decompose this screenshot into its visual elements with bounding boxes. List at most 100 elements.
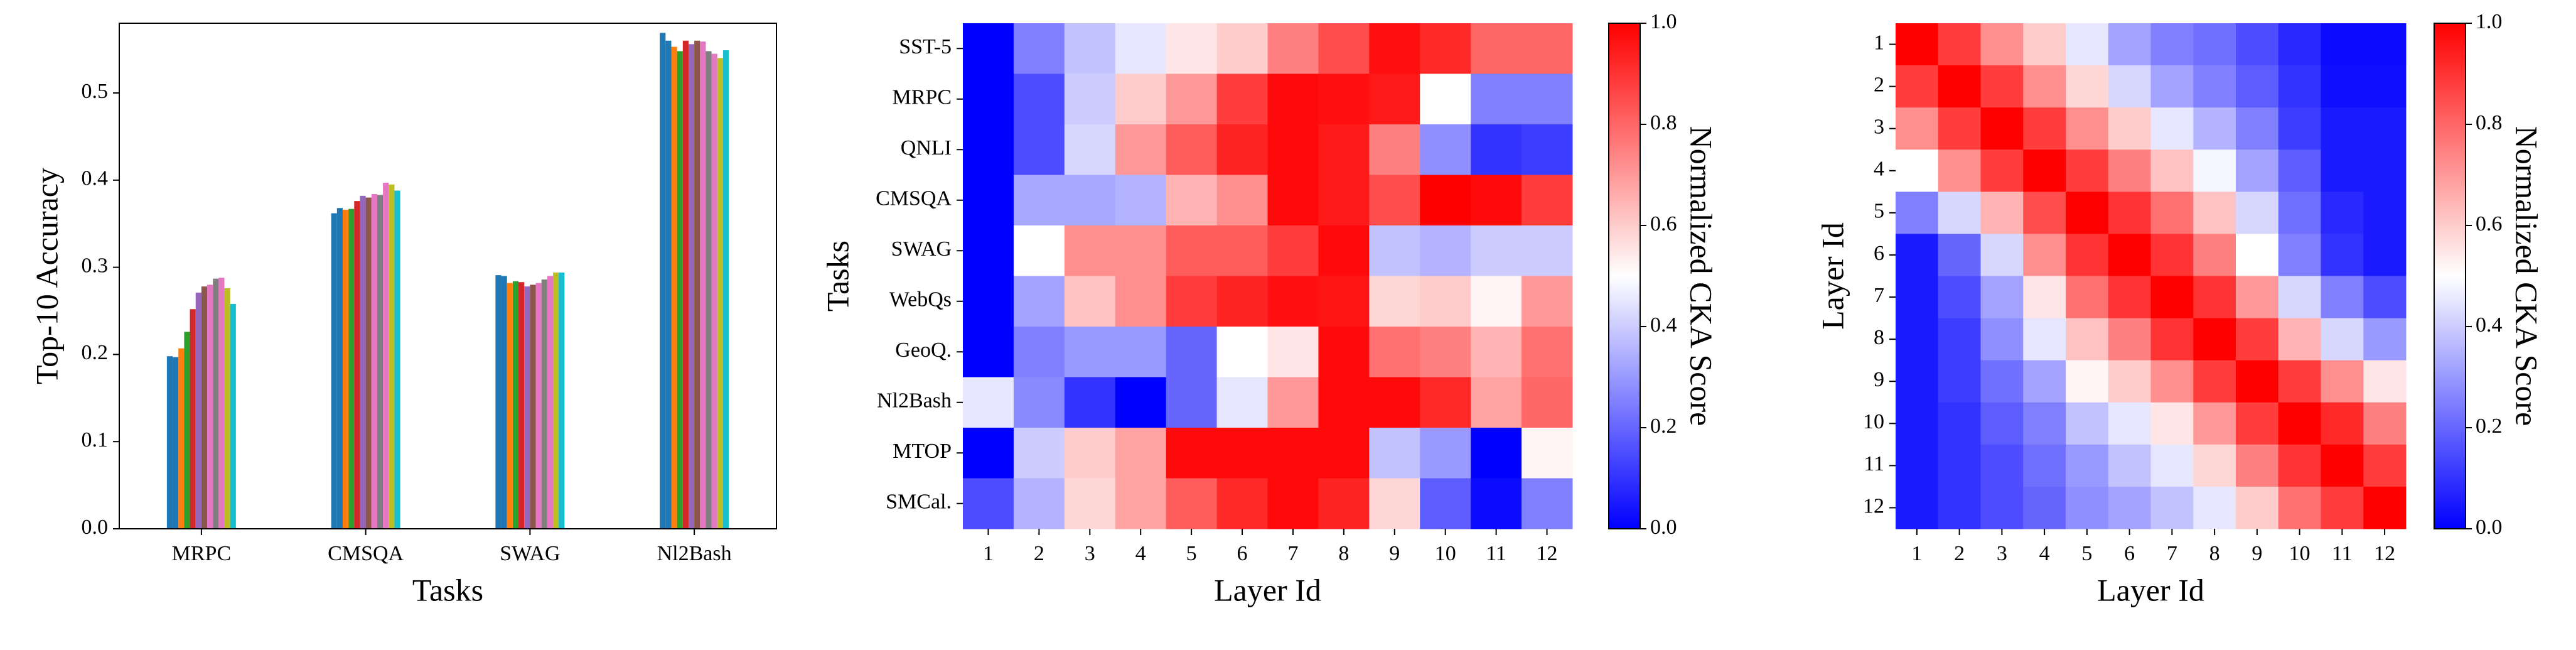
heatmap-cell xyxy=(1471,327,1522,377)
x-tick-label: 2 xyxy=(1034,542,1044,565)
heatmap-cell xyxy=(1166,225,1218,276)
heatmap-cell xyxy=(1938,486,1981,529)
heatmap-cell xyxy=(1938,360,1981,403)
heatmap-cell xyxy=(2278,276,2321,319)
bar xyxy=(553,272,559,529)
heatmap-cell xyxy=(1896,276,1939,319)
heatmap-cell xyxy=(1115,377,1167,428)
heatmap-cell xyxy=(1166,175,1218,226)
bar xyxy=(342,210,349,529)
heatmap-cell xyxy=(2108,402,2151,445)
heatmap-cell xyxy=(1420,478,1471,529)
heatmap-cell xyxy=(1013,428,1065,479)
heatmap-cell xyxy=(1064,327,1116,377)
heatmap-cell xyxy=(963,73,1014,125)
bar xyxy=(722,50,729,529)
heatmap-cell xyxy=(2363,107,2407,150)
heatmap-cell xyxy=(1896,23,1939,66)
colorbar xyxy=(1608,23,1641,529)
x-tick-label: 4 xyxy=(2039,542,2050,565)
bar xyxy=(677,51,683,529)
heatmap-cell xyxy=(1980,486,2024,529)
heatmap-cell xyxy=(1115,124,1167,175)
heatmap-cell xyxy=(2363,444,2407,487)
heatmap-cell xyxy=(1115,428,1167,479)
heatmap-cell xyxy=(1064,478,1116,529)
heatmap-cell xyxy=(1064,23,1116,74)
heatmap-cell xyxy=(2108,360,2151,403)
heatmap-cell xyxy=(1115,327,1167,377)
heatmap-cell xyxy=(2150,360,2194,403)
y-tick-label: 3 xyxy=(1874,116,1884,139)
heatmap-cell xyxy=(2108,318,2151,361)
heatmap-cell xyxy=(1980,318,2024,361)
heatmap-cell xyxy=(2108,65,2151,108)
heatmap-cell xyxy=(1267,276,1319,327)
heatmap-cell xyxy=(1369,478,1420,529)
bar xyxy=(507,283,513,529)
heatmap-cell xyxy=(1166,73,1218,125)
bar xyxy=(331,213,337,529)
bar xyxy=(682,40,689,529)
heatmap-cell xyxy=(2321,318,2364,361)
heatmap-cell xyxy=(1938,402,1981,445)
heatmap-cell xyxy=(1896,65,1939,108)
heatmap-cell xyxy=(963,23,1014,74)
y-tick-label: 5 xyxy=(1874,200,1884,223)
heatmap-cell xyxy=(2236,107,2279,150)
heatmap-cell xyxy=(2363,65,2407,108)
heatmap-cell xyxy=(2193,107,2236,150)
heatmap-cell xyxy=(1420,276,1471,327)
heatmap-cell xyxy=(1521,124,1573,175)
heatmap-cell xyxy=(2023,23,2066,66)
heatmap-cell xyxy=(1216,73,1268,125)
heatmap-cell xyxy=(1521,225,1573,276)
heatmap-cell xyxy=(2236,192,2279,234)
heatmap-cell xyxy=(1471,124,1522,175)
heatmap-cell xyxy=(1115,478,1167,529)
y-tick-label: 4 xyxy=(1874,158,1884,181)
heatmap-cell xyxy=(1521,73,1573,125)
x-axis-label: Layer Id xyxy=(2097,572,2204,607)
heatmap-cell xyxy=(2066,149,2109,192)
colorbar-tick-label: 0.6 xyxy=(2476,212,2503,236)
heatmap-cell xyxy=(1115,276,1167,327)
heatmap-cell xyxy=(1896,402,1939,445)
heatmap-cell xyxy=(1216,428,1268,479)
y-tick-label: SWAG xyxy=(891,237,952,261)
heatmap-cell xyxy=(963,478,1014,529)
heatmap-cell xyxy=(1896,192,1939,234)
heatmap-cell xyxy=(1013,377,1065,428)
heatmap-cell xyxy=(1166,377,1218,428)
heatmap-cell xyxy=(2193,276,2236,319)
y-tick-label: 7 xyxy=(1874,284,1884,307)
heatmap-cell xyxy=(2236,318,2279,361)
heatmap-cell xyxy=(1216,377,1268,428)
colorbar-tick-label: 1.0 xyxy=(2476,10,2503,33)
x-tick-label: 5 xyxy=(1186,542,1197,565)
heatmap-cell xyxy=(963,276,1014,327)
heatmap-cell xyxy=(2023,234,2066,276)
bar xyxy=(184,332,190,529)
heatmap-cell xyxy=(1369,175,1420,226)
bar xyxy=(530,284,536,529)
bar xyxy=(371,194,377,529)
heatmap-cell xyxy=(2278,149,2321,192)
heatmap-cell xyxy=(1216,175,1268,226)
heatmap-cell xyxy=(1369,23,1420,74)
heatmap-cell xyxy=(1896,149,1939,192)
heatmap-cell xyxy=(2108,149,2151,192)
heatmap-cell xyxy=(1369,377,1420,428)
x-tick-label: 11 xyxy=(1486,542,1506,565)
y-tick-label: MRPC xyxy=(893,86,952,109)
heatmap-cell xyxy=(2236,402,2279,445)
heatmap-cell xyxy=(2363,192,2407,234)
bar xyxy=(706,51,712,529)
heatmap-cell xyxy=(2321,23,2364,66)
bar xyxy=(190,309,196,529)
heatmap-cell xyxy=(2066,65,2109,108)
y-tick-label: SMCal. xyxy=(886,490,952,514)
heatmap-cell xyxy=(2066,486,2109,529)
heatmap-cell xyxy=(2321,65,2364,108)
heatmap-cell xyxy=(1267,124,1319,175)
